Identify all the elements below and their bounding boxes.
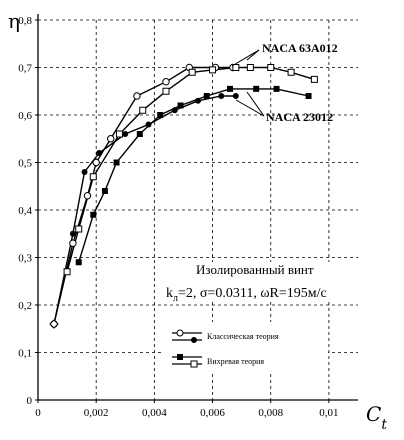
point-filled-square [101,188,108,194]
x-tick-label: 0,008 [258,407,283,419]
point-filled-square [227,85,233,92]
point-open-square [188,68,196,76]
annotation-k: k [166,286,173,301]
legend-filled-circle [191,337,197,343]
marker-layer [49,63,318,329]
point-open-square [246,64,254,71]
annotation-backdrop [163,262,364,302]
point-filled-square [273,85,280,92]
point-filled-circle [96,150,103,156]
point-open-square [139,106,147,114]
point-open-circle [83,192,92,200]
legend-label-classic: Классическая теория [207,332,279,341]
legend-label-vortex: Вихревая теория [207,357,264,366]
point-filled-square [113,159,120,166]
point-open-square [232,64,240,71]
point-filled-circle [195,97,201,104]
annotation-params: =2, σ=0.0311, ωR=195м/с [178,286,327,301]
point-open-square [267,64,275,71]
y-tick-label: 0,3 [18,253,32,265]
point-filled-circle [122,131,129,137]
y-tick-label: 0,2 [18,300,32,312]
curve-label-naca-63a012: NACA 63A012 [262,41,338,55]
point-filled-square [90,211,97,218]
point-open-circle [107,135,115,143]
x-tick-label: 0,006 [200,407,225,419]
point-filled-square [157,112,164,118]
legend-open-circle [176,329,184,337]
point-open-circle [162,78,170,86]
tick-labels: 0 0,1 0,2 0,3 0,4 0,5 0,6 0,7 0,8 0 0,002 0,004 0,00… [18,15,338,419]
leader-line-23012-b [246,91,265,117]
annotation-line-1: Изолированный винт [196,262,314,277]
point-filled-square [253,85,260,92]
point-open-square [287,68,295,76]
point-open-circle [92,158,100,167]
point-filled-circle [232,93,239,99]
point-filled-circle [69,230,76,237]
point-open-square [89,173,97,181]
y-tick-label: 0,7 [18,63,32,75]
x-tick-label: 0,002 [84,407,109,419]
point-filled-circle [81,169,88,175]
point-filled-square [177,102,184,109]
point-open-square [162,87,170,95]
legend: Классическая теория Вихревая теория [162,322,328,372]
leader-line-23012-a [235,99,265,117]
x-tick-label: 0,01 [319,407,338,419]
point-filled-circle [171,107,178,114]
y-tick-label: 0,5 [18,158,32,170]
point-filled-square [75,259,82,266]
curve-label-naca-23012: NACA 23012 [266,110,333,124]
y-tick-label: 0,1 [18,348,32,360]
y-tick-label: 0,6 [18,110,32,122]
point-open-square [115,130,123,138]
leader-line-63a012-a [231,49,260,67]
y-axis-label: η [8,9,20,33]
point-open-circle [133,92,141,100]
axes [37,14,358,401]
point-filled-circle [218,93,225,99]
point-open-circle [69,239,77,247]
point-open-square [75,225,83,233]
y-tick-label: 0,4 [18,205,32,217]
point-open-square [310,75,318,83]
point-open-square [209,66,217,74]
x-axis-label-main: C [366,402,381,426]
point-filled-circle [145,121,152,128]
x-tick-label: 0,004 [142,407,167,419]
point-filled-square [136,131,143,137]
series-line-3 [78,88,309,263]
series-line-2 [66,66,315,272]
start-point-diamond [49,319,59,329]
y-tick-label: 0 [27,395,33,407]
x-axis-label: Ct [366,402,387,433]
leader-line-63a012-b [246,49,260,61]
legend-filled-square [177,354,183,360]
y-tick-label: 0,8 [18,15,32,27]
point-open-square [63,268,71,276]
annotation-k-sub: л [173,293,178,304]
point-filled-square [305,93,312,99]
legend-open-square [190,360,198,368]
series-line-0 [53,66,233,325]
x-tick-label: 0 [35,407,41,419]
point-filled-square [203,93,210,99]
annotation-line-2: kл=2, σ=0.0311, ωR=195м/с [166,286,327,304]
x-axis-label-sub: t [381,417,387,433]
